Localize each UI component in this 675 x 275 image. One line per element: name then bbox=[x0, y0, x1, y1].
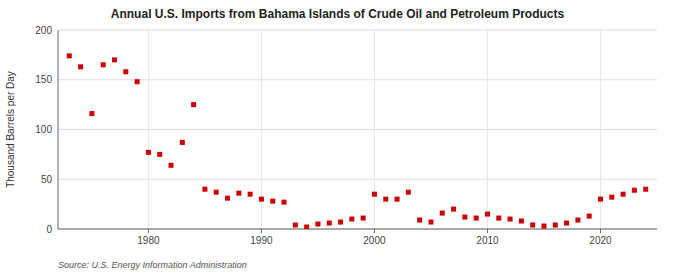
point bbox=[530, 223, 535, 228]
point bbox=[259, 197, 264, 202]
point bbox=[417, 218, 422, 223]
x-tick-label: 1990 bbox=[250, 235, 273, 246]
y-tick-label: 0 bbox=[46, 224, 52, 235]
point bbox=[214, 190, 219, 195]
point bbox=[474, 216, 479, 221]
x-tick bbox=[148, 229, 149, 233]
point bbox=[180, 140, 185, 145]
point bbox=[508, 217, 513, 222]
y-axis-line bbox=[58, 30, 59, 229]
point bbox=[327, 221, 332, 226]
point bbox=[632, 188, 637, 193]
point bbox=[428, 220, 433, 225]
point bbox=[541, 224, 546, 229]
point bbox=[361, 216, 366, 221]
point bbox=[101, 62, 106, 67]
x-tick-label: 2020 bbox=[589, 235, 612, 246]
point bbox=[519, 219, 524, 224]
y-grid-line bbox=[58, 229, 657, 230]
point bbox=[315, 222, 320, 227]
point bbox=[236, 191, 241, 196]
y-grid-line bbox=[58, 129, 657, 130]
point bbox=[123, 69, 128, 74]
point bbox=[598, 197, 603, 202]
x-tick bbox=[600, 229, 601, 233]
x-tick bbox=[261, 229, 262, 233]
point bbox=[78, 64, 83, 69]
y-tick-label: 200 bbox=[35, 25, 52, 36]
point bbox=[553, 223, 558, 228]
x-grid-line bbox=[148, 30, 149, 229]
point bbox=[575, 218, 580, 223]
point bbox=[304, 225, 309, 229]
point bbox=[191, 102, 196, 107]
point bbox=[270, 199, 275, 204]
x-tick-label: 2010 bbox=[476, 235, 499, 246]
point bbox=[609, 195, 614, 200]
y-grid-line bbox=[58, 179, 657, 180]
grid bbox=[58, 30, 657, 229]
y-grid-line bbox=[58, 30, 657, 31]
x-tick-label: 2000 bbox=[363, 235, 386, 246]
point bbox=[293, 223, 298, 228]
x-tick bbox=[487, 229, 488, 233]
point bbox=[248, 192, 253, 197]
point bbox=[496, 216, 501, 221]
point bbox=[169, 163, 174, 168]
point bbox=[621, 192, 626, 197]
point bbox=[338, 220, 343, 225]
point bbox=[67, 53, 72, 58]
point bbox=[225, 196, 230, 201]
y-grid-line bbox=[58, 79, 657, 80]
x-tick-label: 1980 bbox=[137, 235, 160, 246]
points bbox=[67, 53, 648, 229]
source-note: Source: U.S. Energy Information Administ… bbox=[58, 260, 247, 270]
point bbox=[89, 111, 94, 116]
point bbox=[112, 57, 117, 62]
point bbox=[564, 221, 569, 226]
point bbox=[587, 214, 592, 219]
x-grid-line bbox=[374, 30, 375, 229]
point bbox=[146, 150, 151, 155]
point bbox=[282, 200, 287, 205]
point bbox=[135, 79, 140, 84]
point bbox=[643, 187, 648, 192]
x-grid-line bbox=[487, 30, 488, 229]
point bbox=[202, 187, 207, 192]
point bbox=[451, 207, 456, 212]
point bbox=[440, 211, 445, 216]
point bbox=[406, 190, 411, 195]
y-tick-label: 50 bbox=[41, 174, 53, 185]
point bbox=[383, 197, 388, 202]
point bbox=[462, 215, 467, 220]
title: Annual U.S. Imports from Bahama Islands … bbox=[111, 7, 565, 21]
point bbox=[485, 212, 490, 217]
y-axis-label: Thousand Barrels per Day bbox=[5, 71, 16, 188]
point bbox=[395, 197, 400, 202]
x-tick bbox=[374, 229, 375, 233]
chart-svg: Annual U.S. Imports from Bahama Islands … bbox=[0, 0, 675, 275]
point bbox=[349, 217, 354, 222]
point bbox=[372, 192, 377, 197]
y-tick-label: 150 bbox=[35, 74, 52, 85]
y-tick-label: 100 bbox=[35, 124, 52, 135]
point bbox=[157, 152, 162, 157]
chart-container: Annual U.S. Imports from Bahama Islands … bbox=[0, 0, 675, 275]
x-axis-line bbox=[58, 229, 657, 230]
